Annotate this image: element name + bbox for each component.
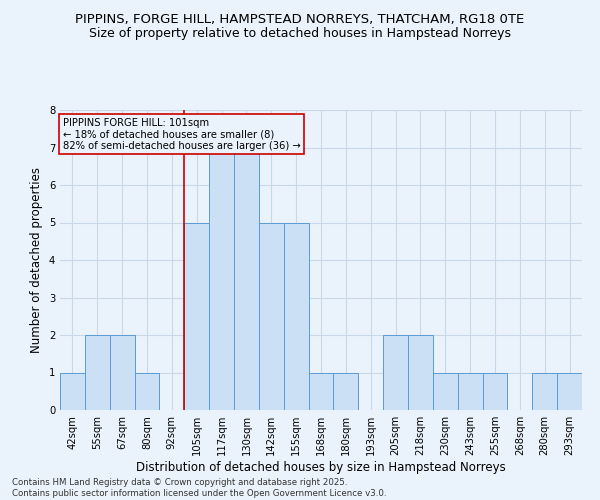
Bar bbox=[433, 372, 458, 410]
Text: Contains HM Land Registry data © Crown copyright and database right 2025.
Contai: Contains HM Land Registry data © Crown c… bbox=[12, 478, 386, 498]
Bar bbox=[184, 222, 209, 410]
Bar bbox=[408, 335, 433, 410]
Y-axis label: Number of detached properties: Number of detached properties bbox=[30, 167, 43, 353]
Bar bbox=[532, 372, 557, 410]
Bar bbox=[383, 335, 408, 410]
Text: Size of property relative to detached houses in Hampstead Norreys: Size of property relative to detached ho… bbox=[89, 28, 511, 40]
Bar bbox=[482, 372, 508, 410]
Bar bbox=[308, 372, 334, 410]
Bar bbox=[85, 335, 110, 410]
X-axis label: Distribution of detached houses by size in Hampstead Norreys: Distribution of detached houses by size … bbox=[136, 461, 506, 474]
Bar bbox=[557, 372, 582, 410]
Bar bbox=[334, 372, 358, 410]
Text: PIPPINS FORGE HILL: 101sqm
← 18% of detached houses are smaller (8)
82% of semi-: PIPPINS FORGE HILL: 101sqm ← 18% of deta… bbox=[62, 118, 301, 150]
Bar bbox=[60, 372, 85, 410]
Text: PIPPINS, FORGE HILL, HAMPSTEAD NORREYS, THATCHAM, RG18 0TE: PIPPINS, FORGE HILL, HAMPSTEAD NORREYS, … bbox=[76, 12, 524, 26]
Bar bbox=[234, 148, 259, 410]
Bar bbox=[284, 222, 308, 410]
Bar bbox=[110, 335, 134, 410]
Bar bbox=[259, 222, 284, 410]
Bar bbox=[458, 372, 482, 410]
Bar bbox=[134, 372, 160, 410]
Bar bbox=[209, 148, 234, 410]
